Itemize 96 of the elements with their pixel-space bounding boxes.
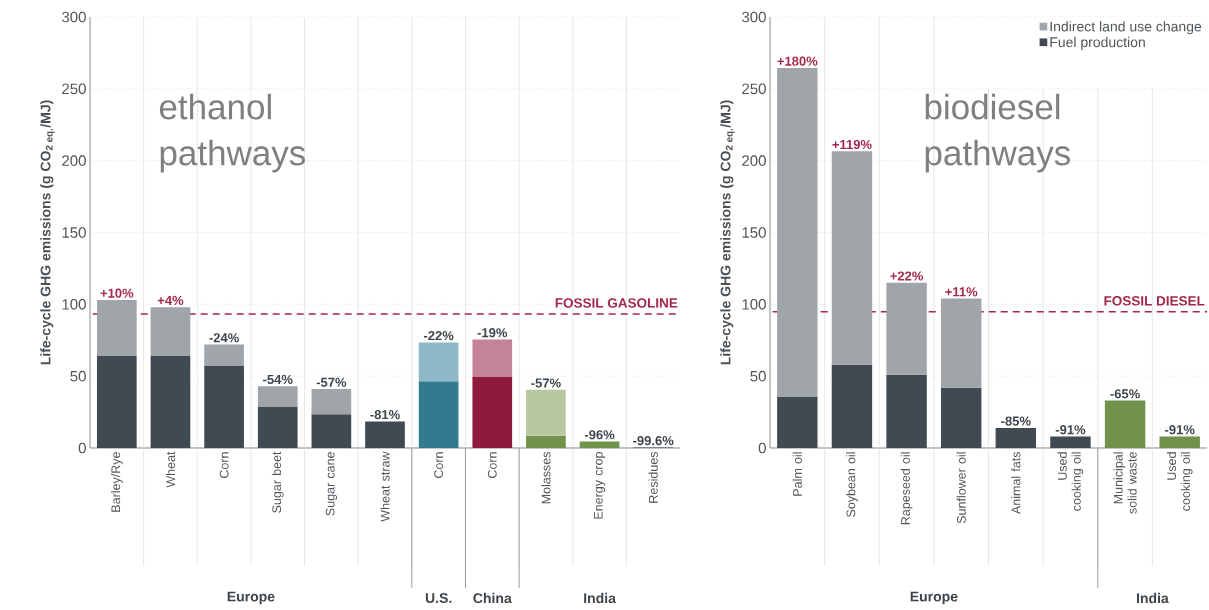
bar	[940, 387, 982, 448]
y-tick-label: 150	[742, 227, 766, 238]
x-tick-label: Soybean oil	[846, 452, 858, 517]
bar	[886, 374, 927, 448]
x-tick-label: Energy crop	[593, 452, 606, 519]
bar	[150, 356, 191, 448]
x-tick-label: Wheat straw	[380, 451, 390, 522]
x-tick-label: Barley/Rye	[110, 452, 123, 512]
y-tick-label: 250	[62, 83, 86, 95]
bar	[257, 407, 298, 448]
y-tick-label: 200	[742, 155, 766, 166]
bar	[418, 381, 459, 448]
annotation: -22%	[423, 331, 454, 341]
annotation: -57%	[531, 378, 561, 388]
x-tick-label: Rapeseed oil	[900, 452, 913, 525]
x-tick-label: Municipal solid waste	[1113, 452, 1137, 514]
y-axis-title: Life-cycle GHG emissions (g CO$_{2 eq.}$/MJ)	[720, 100, 735, 365]
y-tick-label: 150	[62, 227, 86, 238]
y-axis-title: Life-cycle GHG emissions (g CO$_{2 eq.}$/MJ)	[40, 100, 55, 365]
annotation: -19%	[477, 328, 508, 338]
bar	[96, 356, 137, 448]
annotation: -57%	[316, 377, 347, 387]
y-tick-label: 300	[742, 11, 766, 23]
annotation: -96%	[584, 430, 615, 440]
annotation: +119%	[832, 139, 872, 150]
annotation: -85%	[1001, 416, 1031, 426]
annotation: -54%	[263, 374, 293, 385]
y-tick-label: 250	[742, 83, 766, 95]
text: Europe	[227, 591, 275, 605]
annotation: +4%	[157, 295, 184, 305]
y-tick-label: 0	[78, 442, 86, 454]
y-tick-label: 50	[750, 370, 766, 382]
bar	[96, 300, 137, 357]
bar	[1050, 436, 1091, 448]
annotation: +11%	[945, 287, 978, 297]
x-tick-label: Corn	[434, 452, 444, 478]
x-tick-label: Corn	[487, 452, 497, 478]
annotation: -81%	[370, 410, 400, 420]
y-tick-label: 50	[70, 370, 86, 382]
annotation: +180%	[777, 56, 818, 66]
bar	[204, 365, 244, 448]
annotation: biodiesel pathways	[925, 93, 1071, 173]
text: Europe	[910, 591, 958, 605]
bar	[777, 68, 818, 397]
text: India	[1137, 592, 1169, 604]
bar	[1159, 436, 1200, 448]
text: U.S.	[425, 593, 452, 603]
annotation: +10%	[100, 288, 134, 298]
bar	[204, 344, 244, 366]
bar	[940, 298, 982, 388]
bar	[777, 397, 818, 448]
text: China	[473, 592, 512, 604]
x-tick-label: Used cooking oil	[1166, 452, 1193, 511]
x-tick-label: Residues	[648, 451, 658, 503]
bar	[579, 441, 620, 448]
y-tick-label: 100	[62, 299, 86, 310]
annotation: -99.6%	[633, 436, 674, 446]
legend-label: Fuel production	[1050, 36, 1145, 50]
bar	[995, 427, 1037, 448]
legend-label: Indirect land use change	[1050, 21, 1202, 35]
x-tick-label: Used cooking oil	[1057, 452, 1084, 511]
annotation: -24%	[209, 333, 239, 343]
y-tick-label: 100	[742, 299, 766, 310]
bar	[831, 151, 873, 365]
bar	[1104, 400, 1146, 448]
bar	[886, 282, 927, 375]
text: India	[584, 592, 616, 604]
x-tick-label: Corn	[219, 452, 229, 478]
x-tick-label: Sunflower oil	[956, 452, 966, 524]
bar	[257, 386, 298, 408]
bar	[831, 364, 873, 448]
bar	[418, 342, 459, 382]
annotation: -91%	[1055, 425, 1086, 435]
ref-line-label: FOSSIL DIESEL	[1104, 296, 1205, 306]
annotation: -65%	[1110, 389, 1140, 399]
bar	[311, 414, 352, 448]
bar	[526, 389, 566, 436]
bar	[472, 376, 513, 448]
x-tick-label: Sugar cane	[325, 452, 338, 516]
bar	[472, 339, 513, 377]
y-tick-label: 300	[62, 11, 86, 23]
x-tick-label: Palm oil	[792, 452, 802, 496]
x-tick-label: Sugar beet	[271, 451, 284, 513]
ref-line-label: FOSSIL GASOLINE	[555, 298, 678, 308]
x-tick-label: Molasses	[541, 451, 551, 504]
x-tick-label: Animal fats	[1011, 451, 1021, 515]
annotation: ethanol pathways	[159, 93, 306, 173]
bar	[150, 307, 191, 357]
annotation: -91%	[1165, 425, 1195, 435]
x-tick-label: Wheat	[165, 451, 176, 488]
y-tick-label: 200	[62, 155, 86, 166]
bar	[311, 389, 352, 415]
annotation: +22%	[890, 271, 924, 281]
y-tick-label: 0	[758, 442, 766, 454]
bar	[526, 435, 566, 448]
bar	[365, 421, 405, 448]
